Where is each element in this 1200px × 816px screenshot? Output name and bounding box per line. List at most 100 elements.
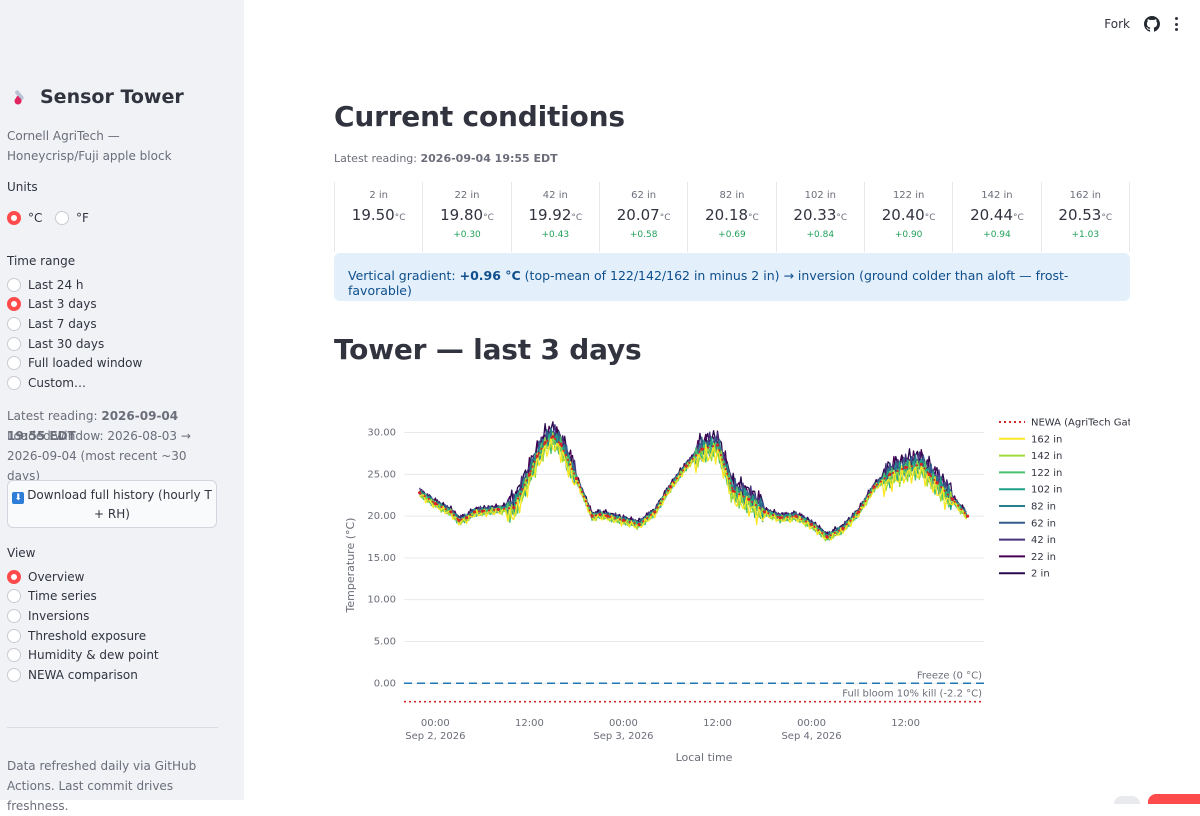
radio-icon[interactable] [7,376,21,390]
y-tick-label: 5.00 [374,636,396,647]
manage-app-button[interactable] [1148,794,1200,804]
metric-label: 122 in [865,190,952,201]
metric-delta: +0.94 [953,230,1040,240]
view-option-humidity[interactable]: Humidity & dew point [7,645,159,665]
sidebar: Sensor Tower Cornell AgriTech — Honeycri… [0,0,244,800]
y-axis-label: Temperature (°C) [344,518,357,614]
metric-label: 142 in [953,190,1040,201]
newa-point [904,466,907,469]
view-option-newa[interactable]: NEWA comparison [7,665,138,685]
radio-icon[interactable] [7,317,21,331]
legend-label-newa: NEWA (AgriTech Gates) [1031,418,1130,429]
sidebar-footer: Data refreshed daily via GitHub Actions.… [7,756,222,816]
newa-point [888,473,891,476]
radio-icon[interactable] [7,668,21,682]
x-axis-label: Local time [676,751,733,764]
view-option-overview[interactable]: Overview [7,567,85,587]
metric-delta: +0.30 [423,230,510,240]
radio-selected-icon[interactable] [7,211,21,225]
radio-selected-icon[interactable] [7,570,21,584]
view-option-inversions[interactable]: Inversions [7,606,89,626]
newa-point [928,473,931,476]
x-tick-label: 00:00 [609,718,638,729]
radio-icon[interactable] [7,589,21,603]
newa-point [873,485,876,488]
time-range-option-3d[interactable]: Last 3 days [7,294,97,314]
app-subtitle: Cornell AgriTech — Honeycrisp/Fuji apple… [7,126,212,166]
newa-point [841,527,844,530]
metric-value: 19.92°C [512,206,599,224]
time-range-option-24h[interactable]: Last 24 h [7,275,84,295]
legend-label: 42 in [1031,535,1056,546]
loaded-window-text: Loaded window: 2026-08-03 → 2026-09-04 (… [7,426,217,486]
newa-point [935,481,938,484]
metric-delta: +0.69 [688,230,775,240]
github-icon[interactable] [1144,16,1160,32]
units-option-c[interactable]: °C [7,208,42,228]
radio-icon[interactable] [7,648,21,662]
newa-point [700,448,703,451]
gradient-info-banner: Vertical gradient: +0.96 °C (top-mean of… [334,253,1130,301]
metric-delta: +0.43 [512,230,599,240]
metric-label: 22 in [423,190,510,201]
newa-point [826,535,829,538]
time-range-option-custom[interactable]: Custom… [7,373,86,393]
units-label: Units [7,180,38,194]
time-range-option-30d[interactable]: Last 30 days [7,334,104,354]
x-tick-sublabel: Sep 4, 2026 [781,731,841,742]
freeze-label: Freeze (0 °C) [917,670,982,681]
y-tick-label: 25.00 [367,469,396,480]
newa-point [551,435,554,438]
newa-point [543,441,546,444]
metric-value: 19.50°C [335,206,422,224]
status-widget[interactable] [1114,796,1140,804]
legend-label: 122 in [1031,468,1062,479]
metric-label: 162 in [1042,190,1129,201]
units-option-f[interactable]: °F [55,208,89,228]
newa-point [418,491,421,494]
metric-unit: °C [395,213,406,223]
newa-point [465,516,468,519]
series-line-142-in [420,433,967,541]
app-title: Sensor Tower [40,86,184,108]
metric-unit: °C [571,213,582,223]
current-conditions-title: Current conditions [334,100,625,133]
radio-icon[interactable] [7,337,21,351]
metric-unit: °C [836,213,847,223]
download-history-button[interactable]: ⬇Download full history (hourly T + RH) [7,480,217,528]
x-tick-label: 12:00 [891,718,920,729]
view-option-time-series[interactable]: Time series [7,586,97,606]
x-tick-label: 12:00 [703,718,732,729]
more-menu-icon[interactable] [1174,17,1178,31]
legend-label: 22 in [1031,552,1056,563]
radio-icon[interactable] [7,278,21,292]
tower-chart-svg[interactable]: 0.005.0010.0015.0020.0025.0030.0000:00Se… [334,400,1130,780]
sidebar-brand: Sensor Tower [10,86,184,108]
y-tick-label: 20.00 [367,511,396,522]
radio-icon[interactable] [7,356,21,370]
tower-title: Tower — last 3 days [334,333,642,366]
newa-point [434,502,437,505]
newa-point [575,477,578,480]
radio-icon[interactable] [7,629,21,643]
radio-icon[interactable] [7,609,21,623]
newa-point [598,513,601,516]
radio-selected-icon[interactable] [7,297,21,311]
metric-value: 19.80°C [423,206,510,224]
time-range-option-7d[interactable]: Last 7 days [7,314,97,334]
time-range-option-full[interactable]: Full loaded window [7,353,142,373]
x-tick-sublabel: Sep 3, 2026 [593,731,653,742]
legend-label: 2 in [1031,569,1050,580]
sidebar-divider [7,727,218,728]
legend-label: 102 in [1031,485,1062,496]
radio-icon[interactable] [55,211,69,225]
view-option-threshold[interactable]: Threshold exposure [7,626,146,646]
newa-point [473,510,476,513]
newa-point [591,515,594,518]
